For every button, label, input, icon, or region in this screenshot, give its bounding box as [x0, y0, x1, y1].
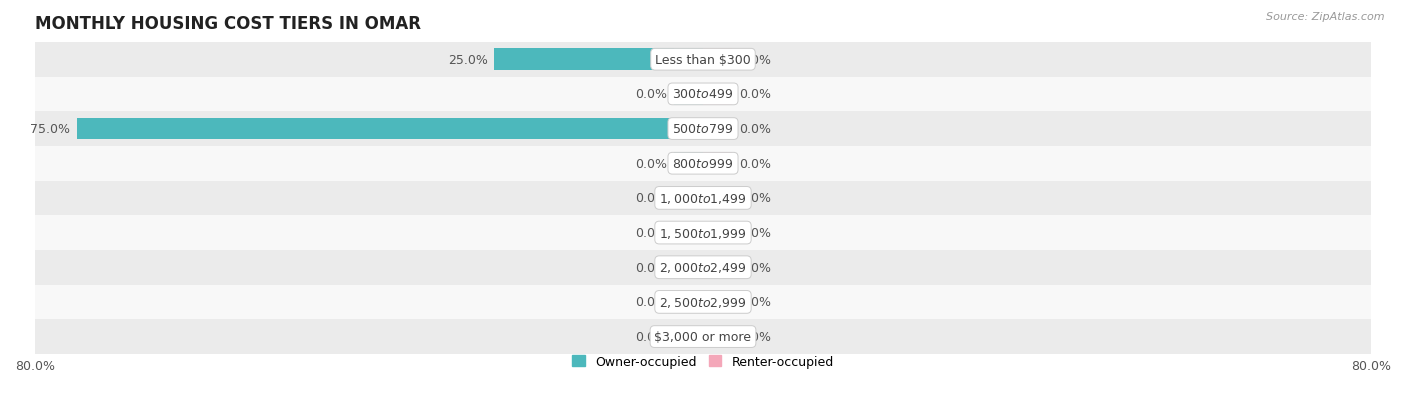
Text: $800 to $999: $800 to $999: [672, 157, 734, 170]
Text: 0.0%: 0.0%: [636, 157, 666, 170]
Text: 0.0%: 0.0%: [740, 54, 770, 66]
Text: $3,000 or more: $3,000 or more: [655, 330, 751, 343]
Text: 0.0%: 0.0%: [636, 192, 666, 205]
Bar: [35, 181, 1371, 216]
Bar: [35, 250, 1371, 285]
Bar: [673, 119, 703, 140]
Bar: [35, 216, 1371, 250]
Bar: [77, 119, 703, 140]
Text: 0.0%: 0.0%: [636, 88, 666, 101]
Text: 0.0%: 0.0%: [740, 226, 770, 240]
Bar: [35, 112, 1371, 147]
Text: 0.0%: 0.0%: [740, 88, 770, 101]
Bar: [673, 257, 703, 278]
Text: 75.0%: 75.0%: [30, 123, 70, 136]
Text: $1,500 to $1,999: $1,500 to $1,999: [659, 226, 747, 240]
Bar: [673, 188, 703, 209]
Bar: [703, 119, 733, 140]
Text: MONTHLY HOUSING COST TIERS IN OMAR: MONTHLY HOUSING COST TIERS IN OMAR: [35, 15, 420, 33]
Bar: [703, 326, 733, 347]
Text: Source: ZipAtlas.com: Source: ZipAtlas.com: [1267, 12, 1385, 22]
Bar: [673, 50, 703, 71]
Bar: [703, 257, 733, 278]
Text: Less than $300: Less than $300: [655, 54, 751, 66]
Text: 0.0%: 0.0%: [636, 330, 666, 343]
Bar: [673, 222, 703, 244]
Bar: [35, 320, 1371, 354]
Bar: [35, 77, 1371, 112]
Text: 0.0%: 0.0%: [740, 330, 770, 343]
Bar: [703, 292, 733, 313]
Text: 0.0%: 0.0%: [740, 123, 770, 136]
Text: $1,000 to $1,499: $1,000 to $1,499: [659, 192, 747, 205]
Bar: [703, 222, 733, 244]
Bar: [703, 50, 733, 71]
Bar: [35, 147, 1371, 181]
Bar: [673, 292, 703, 313]
Text: 0.0%: 0.0%: [740, 192, 770, 205]
Bar: [703, 188, 733, 209]
Text: $2,500 to $2,999: $2,500 to $2,999: [659, 295, 747, 309]
Text: $500 to $799: $500 to $799: [672, 123, 734, 136]
Bar: [673, 153, 703, 175]
Bar: [673, 326, 703, 347]
Bar: [35, 43, 1371, 77]
Text: 0.0%: 0.0%: [636, 226, 666, 240]
Bar: [703, 84, 733, 105]
Text: 0.0%: 0.0%: [636, 261, 666, 274]
Bar: [495, 50, 703, 71]
Bar: [35, 285, 1371, 320]
Text: $2,000 to $2,499: $2,000 to $2,499: [659, 261, 747, 275]
Text: 0.0%: 0.0%: [740, 157, 770, 170]
Text: 0.0%: 0.0%: [740, 296, 770, 309]
Text: 25.0%: 25.0%: [447, 54, 488, 66]
Text: $300 to $499: $300 to $499: [672, 88, 734, 101]
Bar: [673, 84, 703, 105]
Text: 0.0%: 0.0%: [636, 296, 666, 309]
Text: 0.0%: 0.0%: [740, 261, 770, 274]
Bar: [703, 153, 733, 175]
Legend: Owner-occupied, Renter-occupied: Owner-occupied, Renter-occupied: [568, 350, 838, 373]
